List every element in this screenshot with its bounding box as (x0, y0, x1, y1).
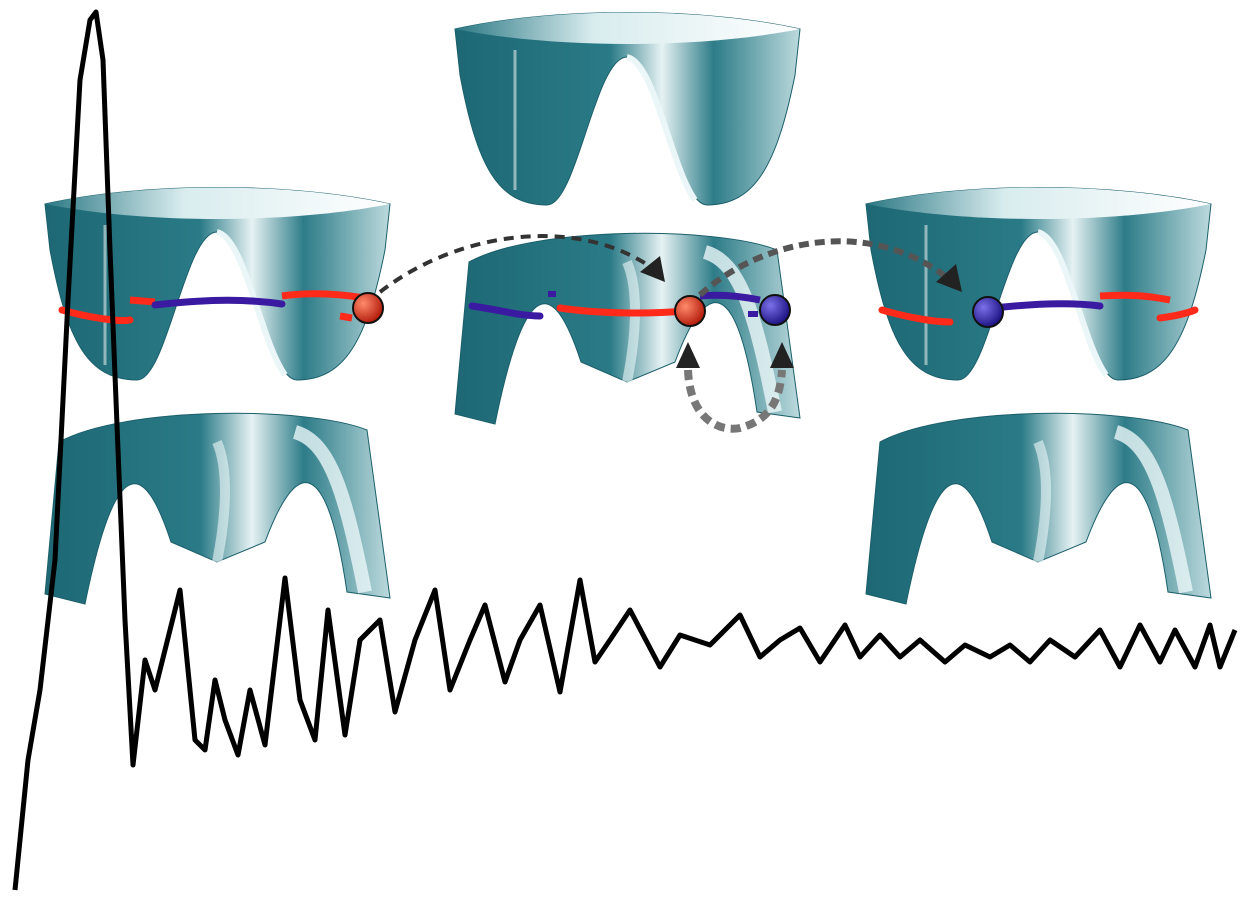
scatter-arrow (684, 369, 786, 433)
arrow-head (770, 342, 794, 368)
conduction-band-right (866, 188, 1211, 381)
arrow-head (640, 256, 665, 282)
valence-band-center (455, 233, 800, 424)
transfer-arrow (378, 234, 657, 294)
arrow-head (936, 264, 962, 292)
conduction-band-left (45, 188, 390, 381)
hole (759, 294, 791, 326)
transfer-arrow (697, 238, 952, 298)
electron (674, 295, 706, 327)
blue-ring (699, 291, 761, 304)
signal-trace (12, 9, 1238, 891)
red-ring (281, 290, 366, 302)
blue-ring (468, 302, 544, 320)
red-ring (556, 304, 689, 317)
valence-band-right (866, 413, 1211, 604)
blue-ring (151, 296, 286, 309)
red-ring (1156, 306, 1199, 322)
electron (352, 292, 384, 324)
hole (972, 296, 1004, 328)
red-ring (878, 306, 954, 326)
blue-ring (991, 300, 1104, 312)
red-ring (1099, 291, 1171, 304)
red-ring (129, 296, 156, 306)
red-ring (339, 312, 353, 322)
conduction-band-center (455, 13, 800, 206)
valence-band-left (45, 413, 390, 604)
arrow-head (676, 342, 700, 368)
